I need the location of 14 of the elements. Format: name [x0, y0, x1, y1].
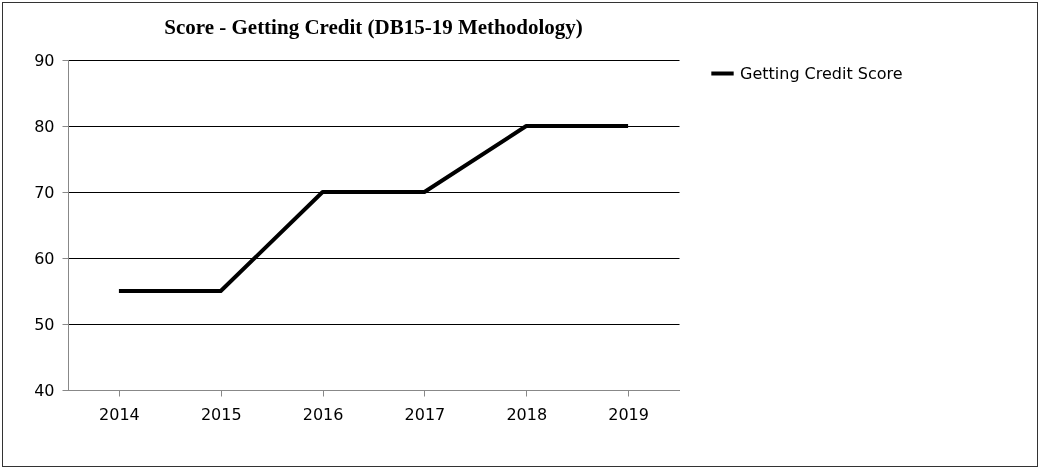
x-tick-label: 2017: [404, 404, 446, 424]
y-tick-label: 90: [34, 50, 55, 70]
legend-label: Getting Credit Score: [740, 63, 903, 83]
chart-title: Score - Getting Credit (DB15-19 Methodology): [164, 15, 583, 39]
x-tick-label: 2018: [506, 404, 548, 424]
x-tick-label: 2014: [99, 404, 140, 424]
x-tick-label: 2019: [608, 404, 649, 424]
x-tick-label: 2016: [302, 404, 344, 424]
y-tick-label: 40: [34, 380, 55, 400]
y-tick-label: 70: [34, 182, 55, 202]
y-tick-label: 80: [34, 116, 55, 136]
y-tick-label: 60: [34, 248, 55, 268]
x-tick-label: 2015: [200, 404, 242, 424]
y-tick-label: 50: [34, 314, 55, 334]
